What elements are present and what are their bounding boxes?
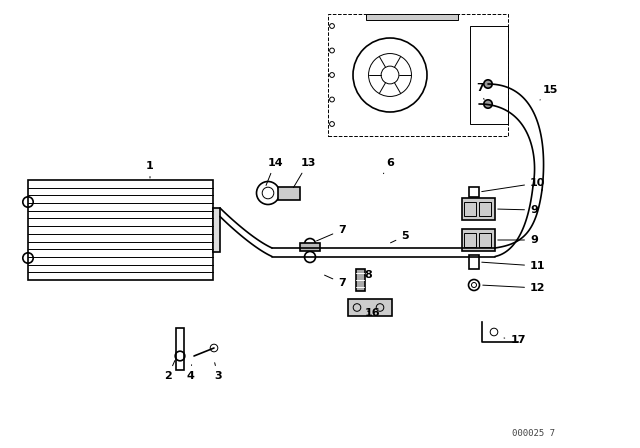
Circle shape (484, 80, 492, 88)
Bar (470, 26, 508, 124)
Bar (355, 269, 365, 291)
Bar (464, 233, 476, 247)
Text: 8: 8 (364, 270, 372, 280)
Bar (348, 299, 392, 316)
Bar (469, 255, 479, 269)
Text: 7: 7 (317, 225, 346, 241)
Text: 5: 5 (390, 231, 409, 243)
Text: 1: 1 (146, 161, 154, 178)
Text: 11: 11 (482, 261, 545, 271)
Text: 15: 15 (540, 85, 557, 100)
Bar (462, 229, 495, 251)
Bar (462, 198, 495, 220)
Bar (464, 202, 476, 216)
Text: 14: 14 (266, 158, 283, 185)
Text: 9: 9 (498, 205, 538, 215)
Bar (479, 233, 491, 247)
Bar (328, 14, 508, 136)
Bar (300, 243, 320, 251)
Text: 17: 17 (504, 335, 525, 345)
Bar (176, 328, 184, 370)
Bar (479, 202, 491, 216)
Text: 6: 6 (383, 158, 394, 174)
Text: 13: 13 (293, 158, 316, 188)
Bar (28, 180, 213, 280)
Bar (278, 186, 300, 199)
Text: 9: 9 (498, 235, 538, 245)
Bar (213, 208, 220, 252)
Text: 7: 7 (476, 83, 484, 99)
Text: 000025 7: 000025 7 (512, 429, 555, 438)
Bar (469, 187, 479, 197)
Bar (366, 14, 458, 20)
Text: 3: 3 (214, 363, 222, 381)
Circle shape (484, 100, 492, 108)
Text: 16: 16 (364, 308, 380, 318)
Text: 4: 4 (186, 365, 194, 381)
Text: 12: 12 (483, 283, 545, 293)
Text: 2: 2 (164, 361, 175, 381)
Text: 7: 7 (324, 275, 346, 288)
Text: 10: 10 (482, 178, 545, 192)
